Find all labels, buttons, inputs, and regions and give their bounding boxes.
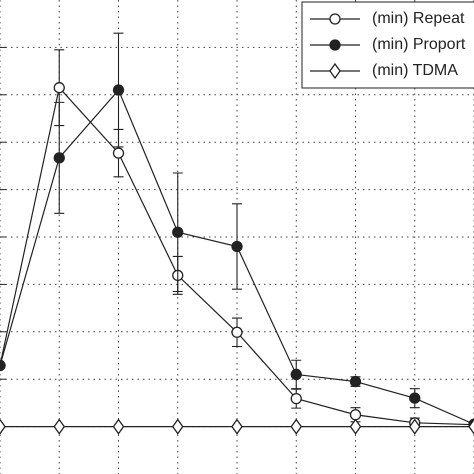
marker	[0, 359, 6, 372]
marker	[112, 84, 125, 96]
marker	[290, 418, 303, 435]
marker	[329, 62, 341, 80]
marker	[53, 82, 65, 94]
marker	[349, 375, 362, 388]
marker	[0, 418, 6, 435]
marker	[329, 13, 341, 25]
marker	[171, 418, 184, 435]
marker	[468, 418, 474, 435]
legend: (min) Repeat (min) Proport (min) TDMA	[301, 1, 474, 89]
marker	[112, 418, 125, 435]
legend-label: (min) Proport	[372, 36, 466, 53]
marker	[409, 392, 421, 404]
marker	[53, 418, 66, 435]
marker	[231, 418, 243, 435]
marker	[53, 152, 65, 164]
marker	[349, 418, 362, 435]
legend-label: (min) Repeat	[372, 10, 465, 27]
marker	[231, 326, 243, 338]
marker	[112, 147, 125, 159]
marker	[349, 409, 362, 421]
legend-label: (min) TDMA	[372, 62, 458, 79]
marker	[329, 39, 341, 51]
marker	[408, 418, 421, 435]
marker	[231, 240, 243, 253]
marker	[290, 392, 302, 405]
marker	[172, 226, 184, 238]
marker	[290, 368, 302, 381]
